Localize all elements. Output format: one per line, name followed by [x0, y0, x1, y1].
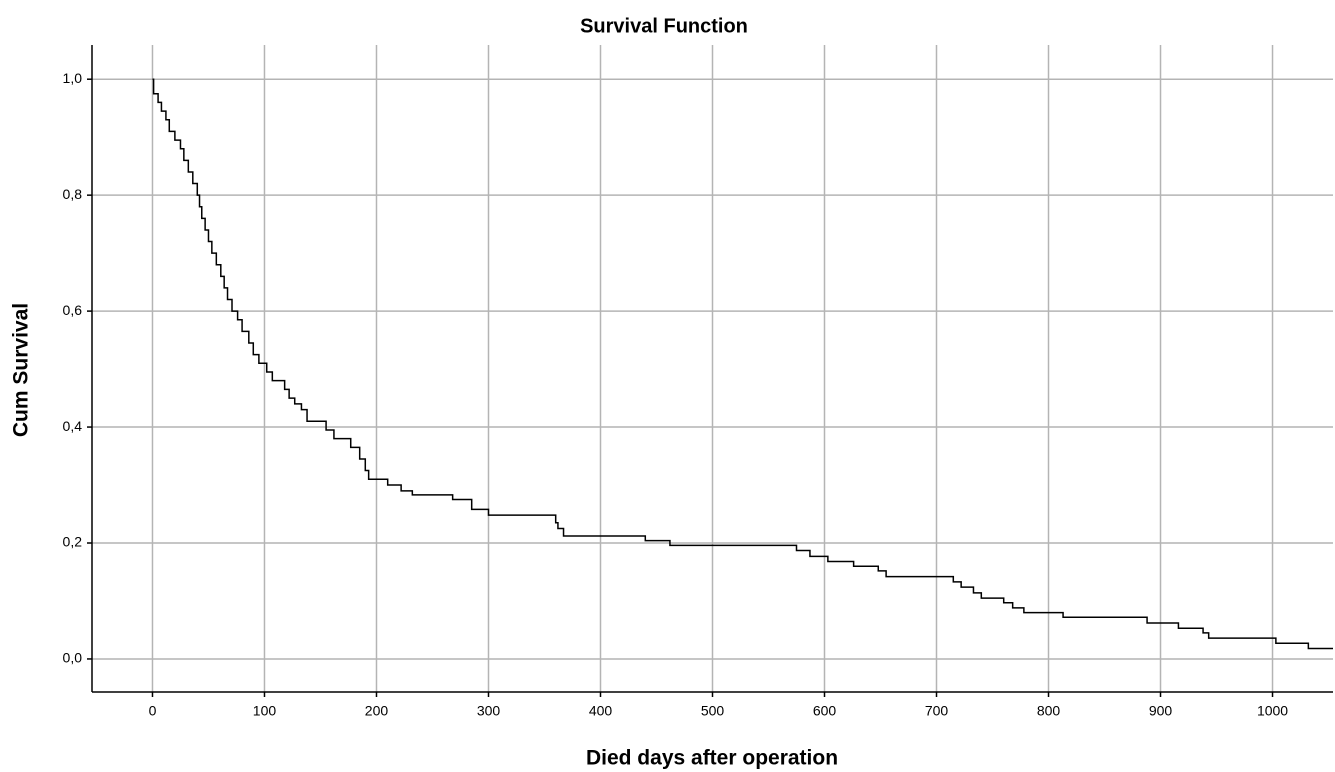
x-tick-label: 300	[477, 703, 501, 719]
x-tick-label: 1000	[1257, 703, 1288, 719]
y-tick-label: 0,2	[63, 534, 83, 550]
y-tick-label: 0,8	[63, 186, 83, 202]
x-tick-label: 600	[813, 703, 837, 719]
x-tick-label: 200	[365, 703, 389, 719]
x-tick-label: 0	[149, 703, 157, 719]
x-tick-label: 100	[253, 703, 277, 719]
y-tick-label: 0,0	[63, 650, 83, 666]
x-tick-label: 500	[701, 703, 725, 719]
x-tick-label: 900	[1149, 703, 1173, 719]
x-axis-label: Died days after operation	[586, 747, 838, 770]
survival-curve	[152, 78, 1333, 650]
x-tick-label: 700	[925, 703, 949, 719]
y-tick-label: 0,6	[63, 302, 83, 318]
y-tick-label: 1,0	[63, 70, 83, 86]
y-axis-label: Cum Survival	[10, 303, 33, 437]
chart-title: Survival Function	[580, 15, 748, 37]
x-tick-label: 800	[1037, 703, 1061, 719]
x-tick-label: 400	[589, 703, 613, 719]
y-tick-label: 0,4	[63, 418, 83, 434]
